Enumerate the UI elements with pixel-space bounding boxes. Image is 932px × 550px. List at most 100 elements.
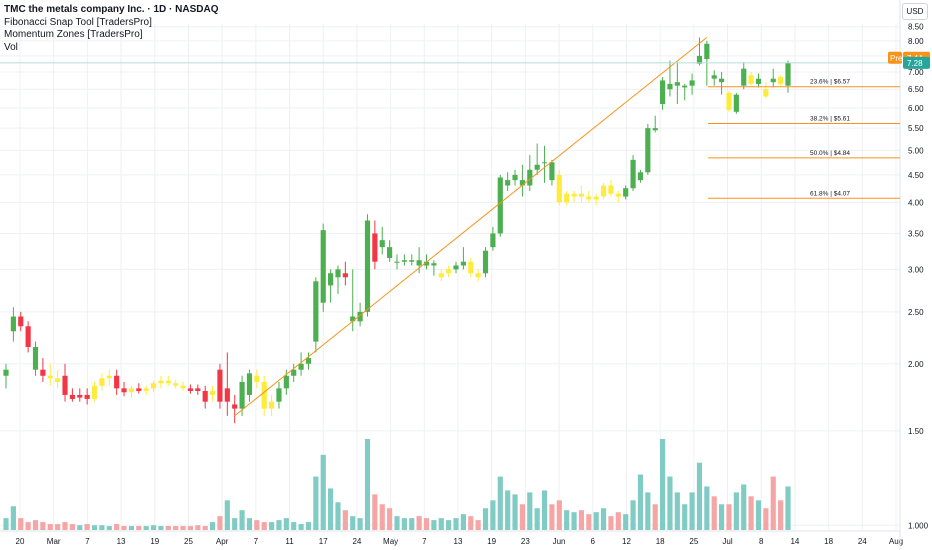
candle[interactable] — [394, 261, 400, 263]
candle[interactable] — [313, 281, 319, 342]
candle[interactable] — [475, 273, 481, 278]
candle[interactable] — [748, 75, 754, 84]
candle[interactable] — [571, 193, 577, 197]
candle[interactable] — [674, 82, 680, 86]
candle[interactable] — [180, 385, 186, 389]
candle[interactable] — [84, 394, 90, 399]
candle[interactable] — [741, 68, 747, 86]
candle[interactable] — [696, 55, 703, 64]
candle[interactable] — [689, 80, 695, 86]
candle[interactable] — [549, 162, 555, 181]
candle[interactable] — [350, 316, 356, 322]
candle[interactable] — [460, 261, 466, 266]
candle[interactable] — [232, 404, 238, 409]
candle[interactable] — [283, 375, 289, 389]
candle[interactable] — [357, 311, 363, 322]
candle[interactable] — [770, 78, 776, 83]
candle[interactable] — [342, 273, 348, 278]
candle[interactable] — [40, 369, 46, 376]
candle[interactable] — [254, 375, 260, 382]
candle[interactable] — [150, 383, 157, 389]
candle[interactable] — [645, 128, 651, 173]
candle[interactable] — [660, 80, 666, 105]
candle[interactable] — [482, 250, 489, 274]
candle[interactable] — [62, 375, 68, 395]
candle[interactable] — [711, 75, 717, 79]
candle[interactable] — [541, 162, 548, 164]
candle[interactable] — [615, 193, 621, 197]
candle[interactable] — [387, 247, 393, 258]
candle[interactable] — [519, 180, 525, 186]
candle[interactable] — [25, 326, 31, 347]
candle[interactable] — [10, 316, 16, 332]
indicator-fibonacci[interactable]: Fibonacci Snap Tool [TradersPro] — [4, 16, 152, 28]
candle[interactable] — [763, 89, 769, 97]
candle[interactable] — [534, 164, 540, 170]
candle[interactable] — [77, 394, 83, 398]
candle[interactable] — [468, 261, 474, 274]
candle[interactable] — [246, 373, 253, 395]
indicator-volume[interactable]: Vol — [4, 41, 18, 53]
candle[interactable] — [453, 265, 459, 270]
candle[interactable] — [217, 369, 223, 402]
candle[interactable] — [527, 169, 533, 186]
candle[interactable] — [224, 388, 230, 402]
candle[interactable] — [505, 180, 511, 186]
candle[interactable] — [630, 159, 636, 189]
candle[interactable] — [726, 92, 732, 110]
candle[interactable] — [128, 388, 134, 393]
candle[interactable] — [564, 193, 570, 203]
candle[interactable] — [121, 388, 127, 393]
candle[interactable] — [372, 233, 378, 262]
candle[interactable] — [682, 85, 688, 88]
candle[interactable] — [209, 390, 216, 395]
candle[interactable] — [512, 174, 518, 181]
candle[interactable] — [608, 185, 614, 194]
candle[interactable] — [291, 369, 297, 376]
candle[interactable] — [379, 240, 385, 248]
candle[interactable] — [305, 358, 312, 364]
candle[interactable] — [328, 273, 334, 286]
candle[interactable] — [438, 273, 444, 278]
candle[interactable] — [409, 260, 415, 262]
candle[interactable] — [276, 388, 282, 402]
candle[interactable] — [298, 363, 304, 370]
candle[interactable] — [32, 346, 39, 370]
candle[interactable] — [416, 260, 422, 266]
candle[interactable] — [335, 269, 341, 278]
candle[interactable] — [47, 375, 53, 379]
candle[interactable] — [173, 383, 179, 386]
candle[interactable] — [18, 316, 24, 327]
candle[interactable] — [637, 172, 644, 181]
candle[interactable] — [143, 388, 149, 391]
candle[interactable] — [497, 177, 503, 234]
candle[interactable] — [91, 385, 98, 399]
candle[interactable] — [778, 77, 784, 84]
candle[interactable] — [136, 388, 142, 391]
trendline[interactable] — [234, 36, 708, 417]
candle[interactable] — [719, 78, 725, 83]
candle[interactable] — [755, 78, 762, 84]
candle[interactable] — [55, 378, 61, 382]
candle[interactable] — [106, 375, 112, 379]
candle[interactable] — [187, 388, 194, 391]
candle[interactable] — [401, 260, 407, 262]
candle[interactable] — [165, 380, 171, 384]
candle[interactable] — [593, 196, 599, 200]
candle[interactable] — [195, 388, 201, 391]
candle[interactable] — [114, 375, 120, 389]
candle[interactable] — [586, 196, 592, 200]
candle[interactable] — [446, 269, 452, 274]
candle[interactable] — [364, 220, 371, 312]
candle[interactable] — [158, 380, 164, 384]
candle[interactable] — [99, 378, 105, 386]
candle[interactable] — [490, 233, 496, 248]
candle[interactable] — [239, 381, 245, 409]
candle[interactable] — [733, 94, 739, 112]
candle[interactable] — [202, 390, 208, 402]
candle[interactable] — [423, 261, 430, 266]
candle[interactable] — [667, 83, 673, 90]
indicator-momentum-zones[interactable]: Momentum Zones [TradersPro] — [4, 29, 143, 40]
candle[interactable] — [556, 174, 562, 203]
